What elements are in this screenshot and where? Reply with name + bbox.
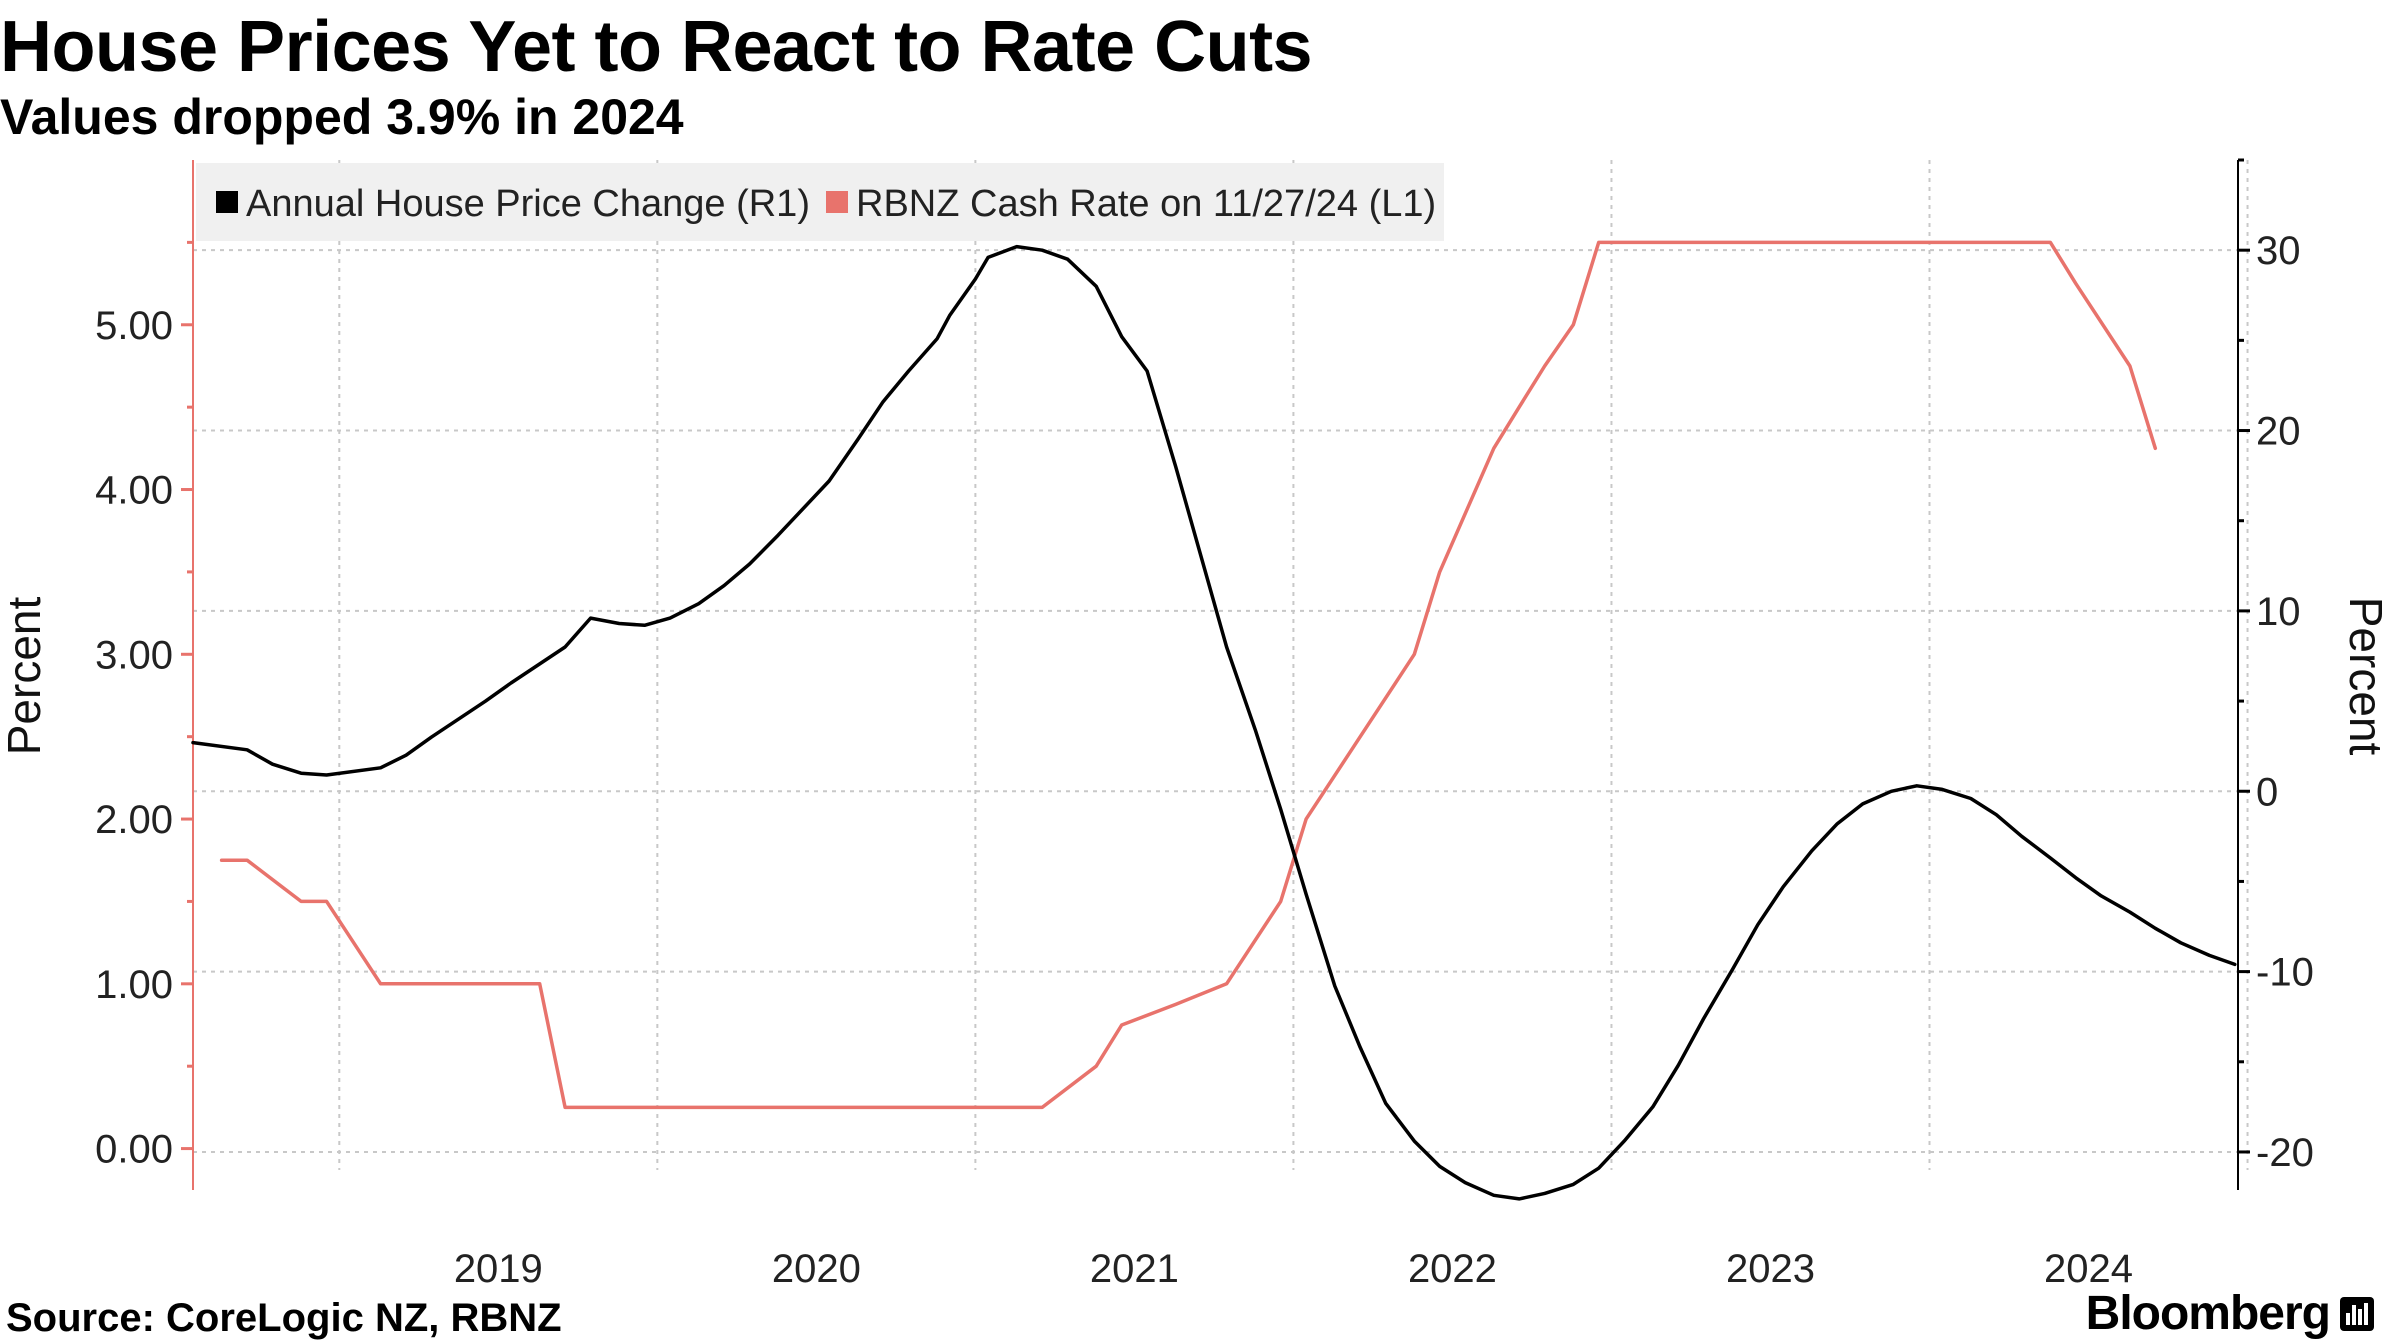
x-tick-label: 2020 — [772, 1247, 861, 1290]
legend: Annual House Price Change (R1) RBNZ Cash … — [196, 163, 1444, 241]
x-tick-label: 2022 — [1408, 1247, 1497, 1290]
x-tick-label: 2024 — [2044, 1247, 2133, 1290]
left-tick-label: 5.00 — [95, 304, 173, 348]
left-tick-label: 2.00 — [95, 798, 173, 842]
right-tick-label: 10 — [2256, 590, 2301, 634]
right-tick-label: 0 — [2256, 770, 2278, 814]
right-tick-label: -20 — [2256, 1131, 2314, 1175]
left-tick-label: 0.00 — [95, 1128, 173, 1172]
legend-entry-label: Annual House Price Change (R1) — [246, 183, 810, 225]
x-tick-label: 2023 — [1726, 1247, 1815, 1290]
right-tick-label: 20 — [2256, 410, 2301, 454]
series-lines — [191, 240, 2237, 1201]
x-tick-label: 2021 — [1090, 1247, 1179, 1290]
chart-title: House Prices Yet to React to Rate Cuts — [0, 7, 1313, 87]
brand-logo: Bloomberg — [2086, 1286, 2374, 1341]
left-tick-label: 3.00 — [95, 633, 173, 677]
left-axis-label: Percent — [0, 597, 50, 756]
legend-entry-label: RBNZ Cash Rate on 11/27/24 (L1) — [856, 183, 1436, 225]
right-axis-label: Percent — [2340, 597, 2390, 756]
source-note: Source: CoreLogic NZ, RBNZ — [6, 1296, 562, 1340]
line-chart: 0.00 1.00 2.00 3.00 4.00 5.00 -20 -10 0 10 20 30 201… — [0, 158, 2390, 1290]
cash-rate-line — [219, 240, 2158, 1110]
x-tick-label: 2019 — [454, 1247, 543, 1290]
legend-box — [196, 163, 1444, 241]
right-tick-label: -10 — [2256, 951, 2314, 995]
bloomberg-terminal-icon — [2340, 1296, 2374, 1331]
left-tick-label: 1.00 — [95, 963, 173, 1007]
brand-name: Bloomberg — [2085, 1287, 2331, 1340]
legend-swatch — [216, 191, 238, 213]
left-tick-label: 4.00 — [95, 469, 173, 513]
chart-subtitle: Values dropped 3.9% in 2024 — [0, 89, 684, 145]
grid-lines — [193, 160, 2249, 1170]
legend-swatch — [826, 191, 848, 213]
axes: 0.00 1.00 2.00 3.00 4.00 5.00 -20 -10 0 10 20 30 201… — [95, 158, 2314, 1290]
right-tick-label: 30 — [2256, 229, 2301, 273]
house-price-change-line — [191, 244, 2237, 1201]
